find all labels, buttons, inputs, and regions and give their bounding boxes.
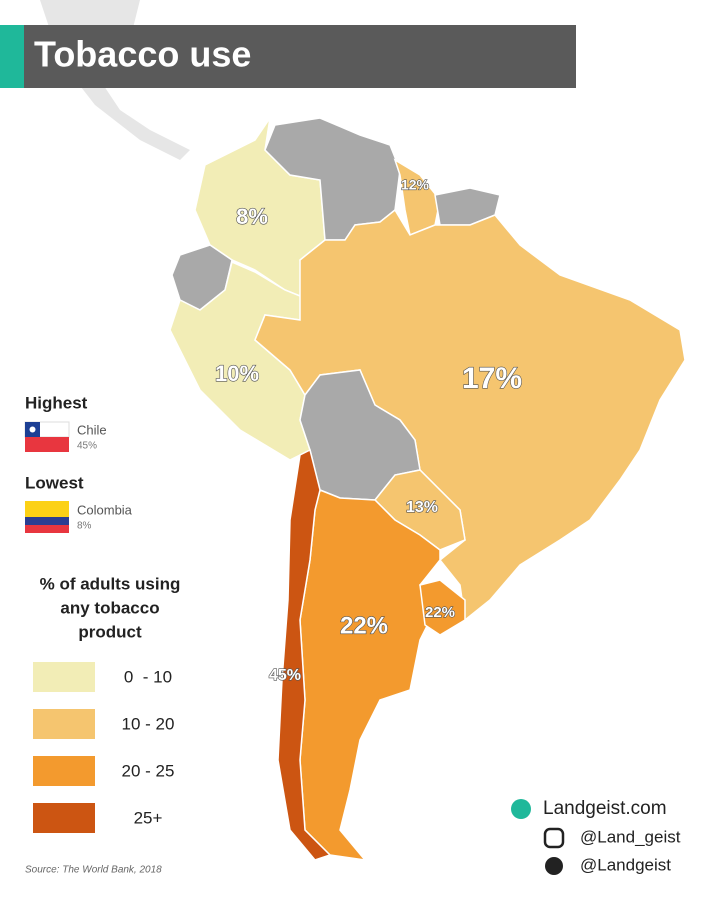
map	[169, 117, 686, 862]
highest-country: Chile	[77, 422, 107, 437]
legend-swatch	[33, 662, 95, 692]
title-accent	[0, 25, 24, 88]
highest-value: 45%	[77, 441, 97, 452]
colombia-flag	[25, 501, 69, 533]
source: Source: The World Bank, 2018	[25, 865, 162, 876]
instagram: @Land_geist	[580, 827, 681, 846]
map-label: 22%	[340, 612, 388, 639]
uruguay	[419, 579, 466, 636]
map-label: 8%	[236, 204, 268, 229]
legend-swatch	[33, 709, 95, 739]
legend-label: 25+	[134, 808, 163, 827]
globe-icon	[511, 799, 531, 819]
legend-swatch	[33, 803, 95, 833]
map-label: 10%	[215, 361, 259, 386]
title-bar	[24, 25, 576, 88]
twitter: @Landgeist	[580, 855, 671, 874]
highest-heading: Highest	[25, 393, 88, 412]
lowest-value: 8%	[77, 521, 92, 532]
map-labels: 8% 12% 10% 17% 13% 22% 22% 45%	[214, 176, 522, 685]
chile	[277, 448, 332, 861]
title: Tobacco use	[34, 34, 251, 75]
legend-label: 0 - 10	[124, 667, 172, 686]
legend-label: 10 - 20	[122, 714, 175, 733]
legend-title: product	[78, 622, 142, 641]
map-label: 17%	[462, 362, 522, 395]
legend-title: any tobacco	[60, 598, 159, 617]
map-label: 22%	[425, 604, 455, 621]
legend-label: 20 - 25	[122, 761, 175, 780]
chile-flag	[24, 421, 70, 452]
instagram-icon	[543, 827, 565, 849]
twitter-icon	[545, 857, 563, 875]
legend-swatch	[33, 756, 95, 786]
website: Landgeist.com	[543, 798, 667, 819]
map-label: 45%	[269, 667, 301, 684]
lowest-country: Colombia	[77, 502, 133, 517]
legend-title: % of adults using	[40, 574, 181, 593]
map-label: 12%	[401, 177, 430, 193]
lowest-heading: Lowest	[25, 473, 84, 492]
map-label: 13%	[406, 499, 438, 516]
